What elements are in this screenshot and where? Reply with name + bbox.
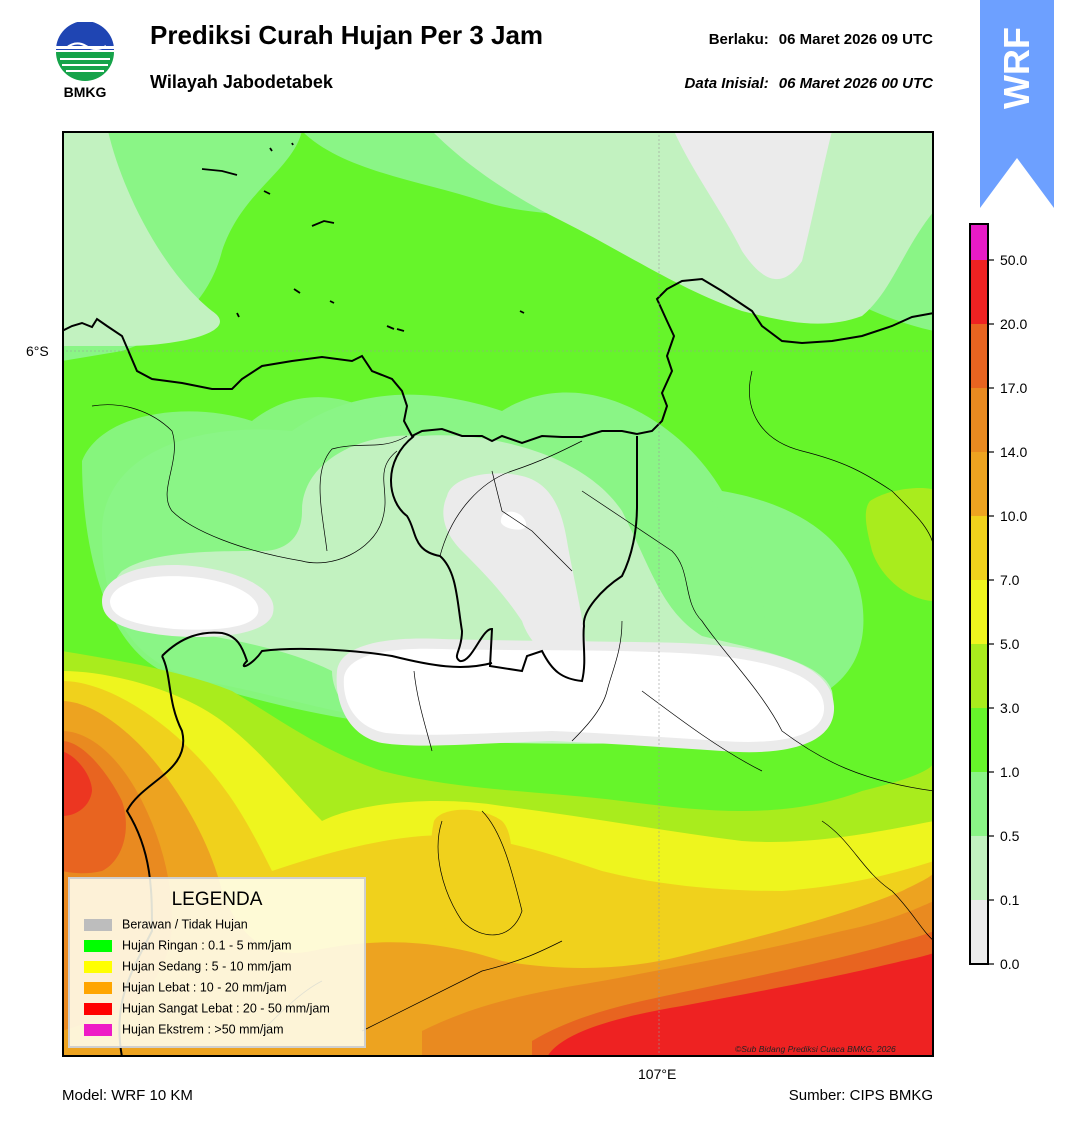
colorbar-tick-label: 10.0: [1000, 508, 1027, 524]
coastline: [62, 277, 934, 445]
colorbar-tick-label: 0.5: [1000, 828, 1020, 844]
rainfall-map-canvas: [62, 131, 934, 1057]
legend-swatch: [84, 981, 112, 994]
legend-swatch: [84, 960, 112, 973]
colorbar-segment: [970, 708, 988, 772]
colorbar-tick-label: 0.0: [1000, 956, 1020, 970]
legend-title: LEGENDA: [171, 889, 263, 910]
colorbar-segment: [970, 900, 988, 964]
valid-value: 06 Maret 2026 09 UTC: [778, 31, 933, 48]
model-info: Model: WRF 10 KM: [62, 1087, 193, 1104]
legend-swatch: [84, 939, 112, 952]
map-frame: [62, 131, 934, 1057]
legend-item: Hujan Lebat : 10 - 20 mm/jam: [84, 980, 287, 995]
colorbar-tick-label: 14.0: [1000, 444, 1027, 460]
colorbar-tick-label: 17.0: [1000, 380, 1027, 396]
colorbar-segment: [970, 836, 988, 900]
colorbar-segment: [970, 580, 988, 644]
valid-label: Berlaku:: [708, 31, 769, 48]
page-subtitle: Wilayah Jabodetabek: [150, 72, 333, 92]
legend-label: Hujan Ekstrem : >50 mm/jam: [122, 1022, 284, 1037]
legend-label: Hujan Sedang : 5 - 10 mm/jam: [122, 959, 292, 974]
colorbar-segment: [970, 224, 988, 260]
colorbar-segment: [970, 644, 988, 708]
lon-label: 107°E: [638, 1066, 677, 1082]
colorbar-tick-label: 20.0: [1000, 316, 1027, 332]
valid-time-row: Berlaku: 06 Maret 2026 09 UTC: [709, 31, 933, 48]
legend-item: Berawan / Tidak Hujan: [84, 917, 248, 932]
legend-box: LEGENDA Berawan / Tidak Hujan Hujan Ring…: [68, 877, 366, 1048]
legend-item: Hujan Sedang : 5 - 10 mm/jam: [84, 959, 292, 974]
wrf-badge-text: WRF: [996, 27, 1037, 109]
logo-text: BMKG: [63, 84, 107, 100]
rainfall-map: [62, 131, 934, 1057]
no-rain-central-north: [443, 473, 587, 660]
colorbar-tick-label: 5.0: [1000, 636, 1020, 652]
colorbar-scale: 0.0 0.1 0.5 1.0 3.0 5.0 7.0 10.0 14.0 17.0 20.0 50.…: [969, 223, 1027, 972]
source-info: Sumber: CIPS BMKG: [788, 1087, 933, 1104]
no-rain-pocket: [500, 511, 527, 530]
colorbar: 0.0 0.1 0.5 1.0 3.0 5.0 7.0 10.0 14.0 17.0 20.0 50.…: [968, 222, 1072, 972]
legend-swatch: [84, 918, 112, 931]
colorbar-tick-label: 1.0: [1000, 764, 1020, 780]
legend-swatch: [84, 1002, 112, 1015]
thousand-islands: [201, 142, 525, 332]
colorbar-segment: [970, 260, 988, 324]
init-value: 06 Maret 2026 00 UTC: [778, 75, 933, 92]
colorbar-segment: [970, 388, 988, 452]
page-title: Prediksi Curah Hujan Per 3 Jam: [150, 20, 544, 50]
legend-item: Hujan Ringan : 0.1 - 5 mm/jam: [84, 938, 292, 953]
colorbar-tick-label: 50.0: [1000, 252, 1027, 268]
colorbar-segment: [970, 452, 988, 516]
wrf-badge: WRF: [980, 0, 1054, 208]
init-time-row: Data Inisial: 06 Maret 2026 00 UTC: [685, 75, 933, 92]
legend-label: Hujan Ringan : 0.1 - 5 mm/jam: [122, 938, 292, 953]
init-label: Data Inisial:: [684, 75, 769, 92]
rain-level-0.1-0.5-northwest: [62, 131, 220, 346]
bmkg-logo: BMKG: [52, 21, 118, 102]
rain-level-20-50-southeast: [547, 953, 934, 1057]
legend-label: Hujan Sangat Lebat : 20 - 50 mm/jam: [122, 1001, 330, 1016]
colorbar-tick-label: 7.0: [1000, 572, 1020, 588]
colorbar-frame: [969, 223, 989, 965]
province-border-dki-banten: [390, 435, 638, 683]
colorbar-segment: [970, 516, 988, 580]
regency-borders: [91, 370, 934, 1032]
legend-item: Hujan Ekstrem : >50 mm/jam: [84, 1022, 284, 1037]
legend-label: Hujan Lebat : 10 - 20 mm/jam: [122, 980, 287, 995]
no-rain-west: [110, 576, 259, 630]
wrf-badge-shape: [980, 0, 1054, 208]
province-border-south: [161, 631, 493, 668]
no-rain-northeast: [674, 131, 832, 280]
lat-label: 6°S: [26, 343, 49, 359]
colorbar-segment: [970, 772, 988, 836]
legend-item: Hujan Sangat Lebat : 20 - 50 mm/jam: [84, 1001, 330, 1016]
rain-level-7-10-pocket: [430, 809, 512, 942]
no-rain-central: [343, 648, 825, 742]
copyright-note: ©Sub Bidang Prediksi Cuaca BMKG, 2026: [735, 1044, 896, 1054]
colorbar-tick-label: 3.0: [1000, 700, 1020, 716]
legend-label: Berawan / Tidak Hujan: [122, 917, 248, 932]
bmkg-logo-icon: [56, 21, 114, 81]
legend-swatch: [84, 1023, 112, 1036]
colorbar-segment: [970, 324, 988, 388]
colorbar-tick-label: 0.1: [1000, 892, 1020, 908]
rain-level-3-5-east: [865, 488, 934, 601]
rain-level-20-west: [62, 751, 92, 816]
